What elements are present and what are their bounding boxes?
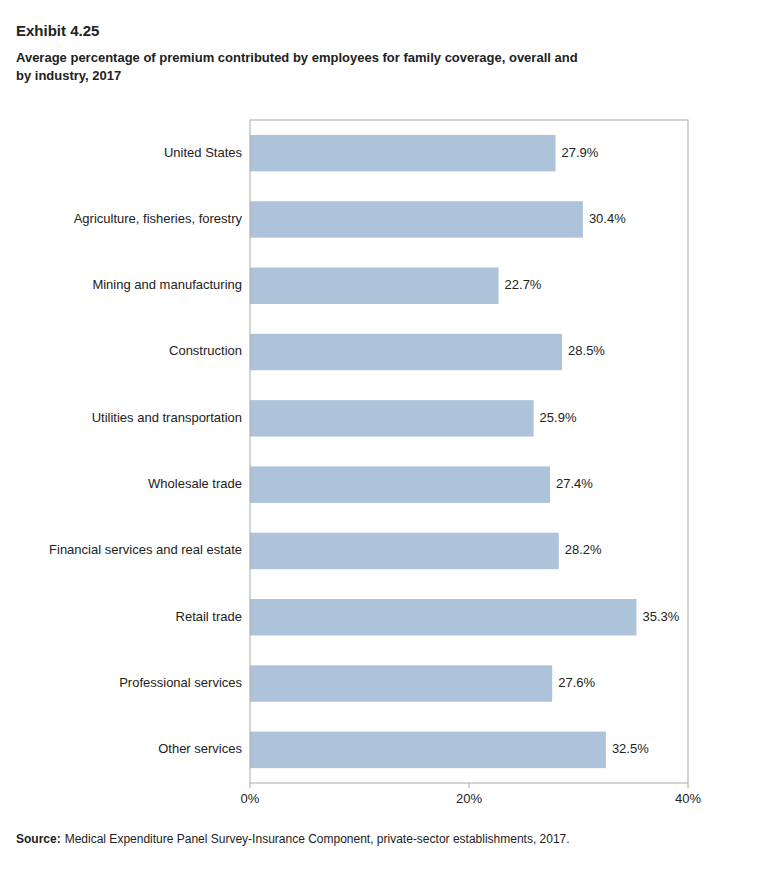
data-label: 25.9%: [540, 410, 577, 425]
category-label: United States: [164, 145, 243, 160]
data-label: 28.5%: [568, 343, 605, 358]
chart: Exhibit 4.25 Average percentage of premiu…: [0, 0, 758, 883]
bar: [250, 135, 556, 171]
bar: [250, 599, 637, 635]
bar: [250, 268, 499, 304]
background: [0, 0, 758, 883]
subtitle: Average percentage of premium contribute…: [16, 50, 578, 83]
annotation: Medical Expenditure Panel Survey-Insuran…: [65, 832, 570, 846]
data-label: 35.3%: [643, 609, 680, 624]
title: Exhibit 4.25: [16, 22, 99, 39]
bars: [250, 135, 637, 768]
bar: [250, 334, 562, 370]
data-label: 27.9%: [562, 145, 599, 160]
category-label: Professional services: [119, 675, 242, 690]
source: Source: Medical Expenditure Panel Survey-…: [16, 832, 570, 846]
category-label: Retail trade: [176, 609, 242, 624]
tick-label: 0%: [241, 791, 260, 806]
annotation: Source:: [16, 832, 61, 846]
category-label: Wholesale trade: [148, 476, 242, 491]
category-label: Construction: [169, 343, 242, 358]
data-label: 22.7%: [505, 277, 542, 292]
bar: [250, 400, 534, 436]
tick-label: 20%: [456, 791, 482, 806]
category-label: Other services: [158, 741, 242, 756]
bar: [250, 466, 550, 502]
tick-mark: [688, 783, 689, 788]
bar: [250, 533, 559, 569]
category-label: Agriculture, fisheries, forestry: [74, 211, 243, 226]
subtitle-line: by industry, 2017: [16, 68, 121, 83]
category-label: Financial services and real estate: [49, 542, 242, 557]
data-label: 30.4%: [589, 211, 626, 226]
data-label: 32.5%: [612, 741, 649, 756]
bar: [250, 665, 552, 701]
category-label: Utilities and transportation: [92, 410, 242, 425]
bar: [250, 732, 606, 768]
category-label: Mining and manufacturing: [92, 277, 242, 292]
tick-mark: [469, 783, 470, 788]
tick-label: 40%: [675, 791, 701, 806]
data-label: 27.4%: [556, 476, 593, 491]
plot-frame: [250, 120, 688, 783]
bar: [250, 201, 583, 237]
data-label: 28.2%: [565, 542, 602, 557]
tick-mark: [250, 783, 251, 788]
data-label: 27.6%: [558, 675, 595, 690]
subtitle-line: Average percentage of premium contribute…: [16, 50, 578, 65]
